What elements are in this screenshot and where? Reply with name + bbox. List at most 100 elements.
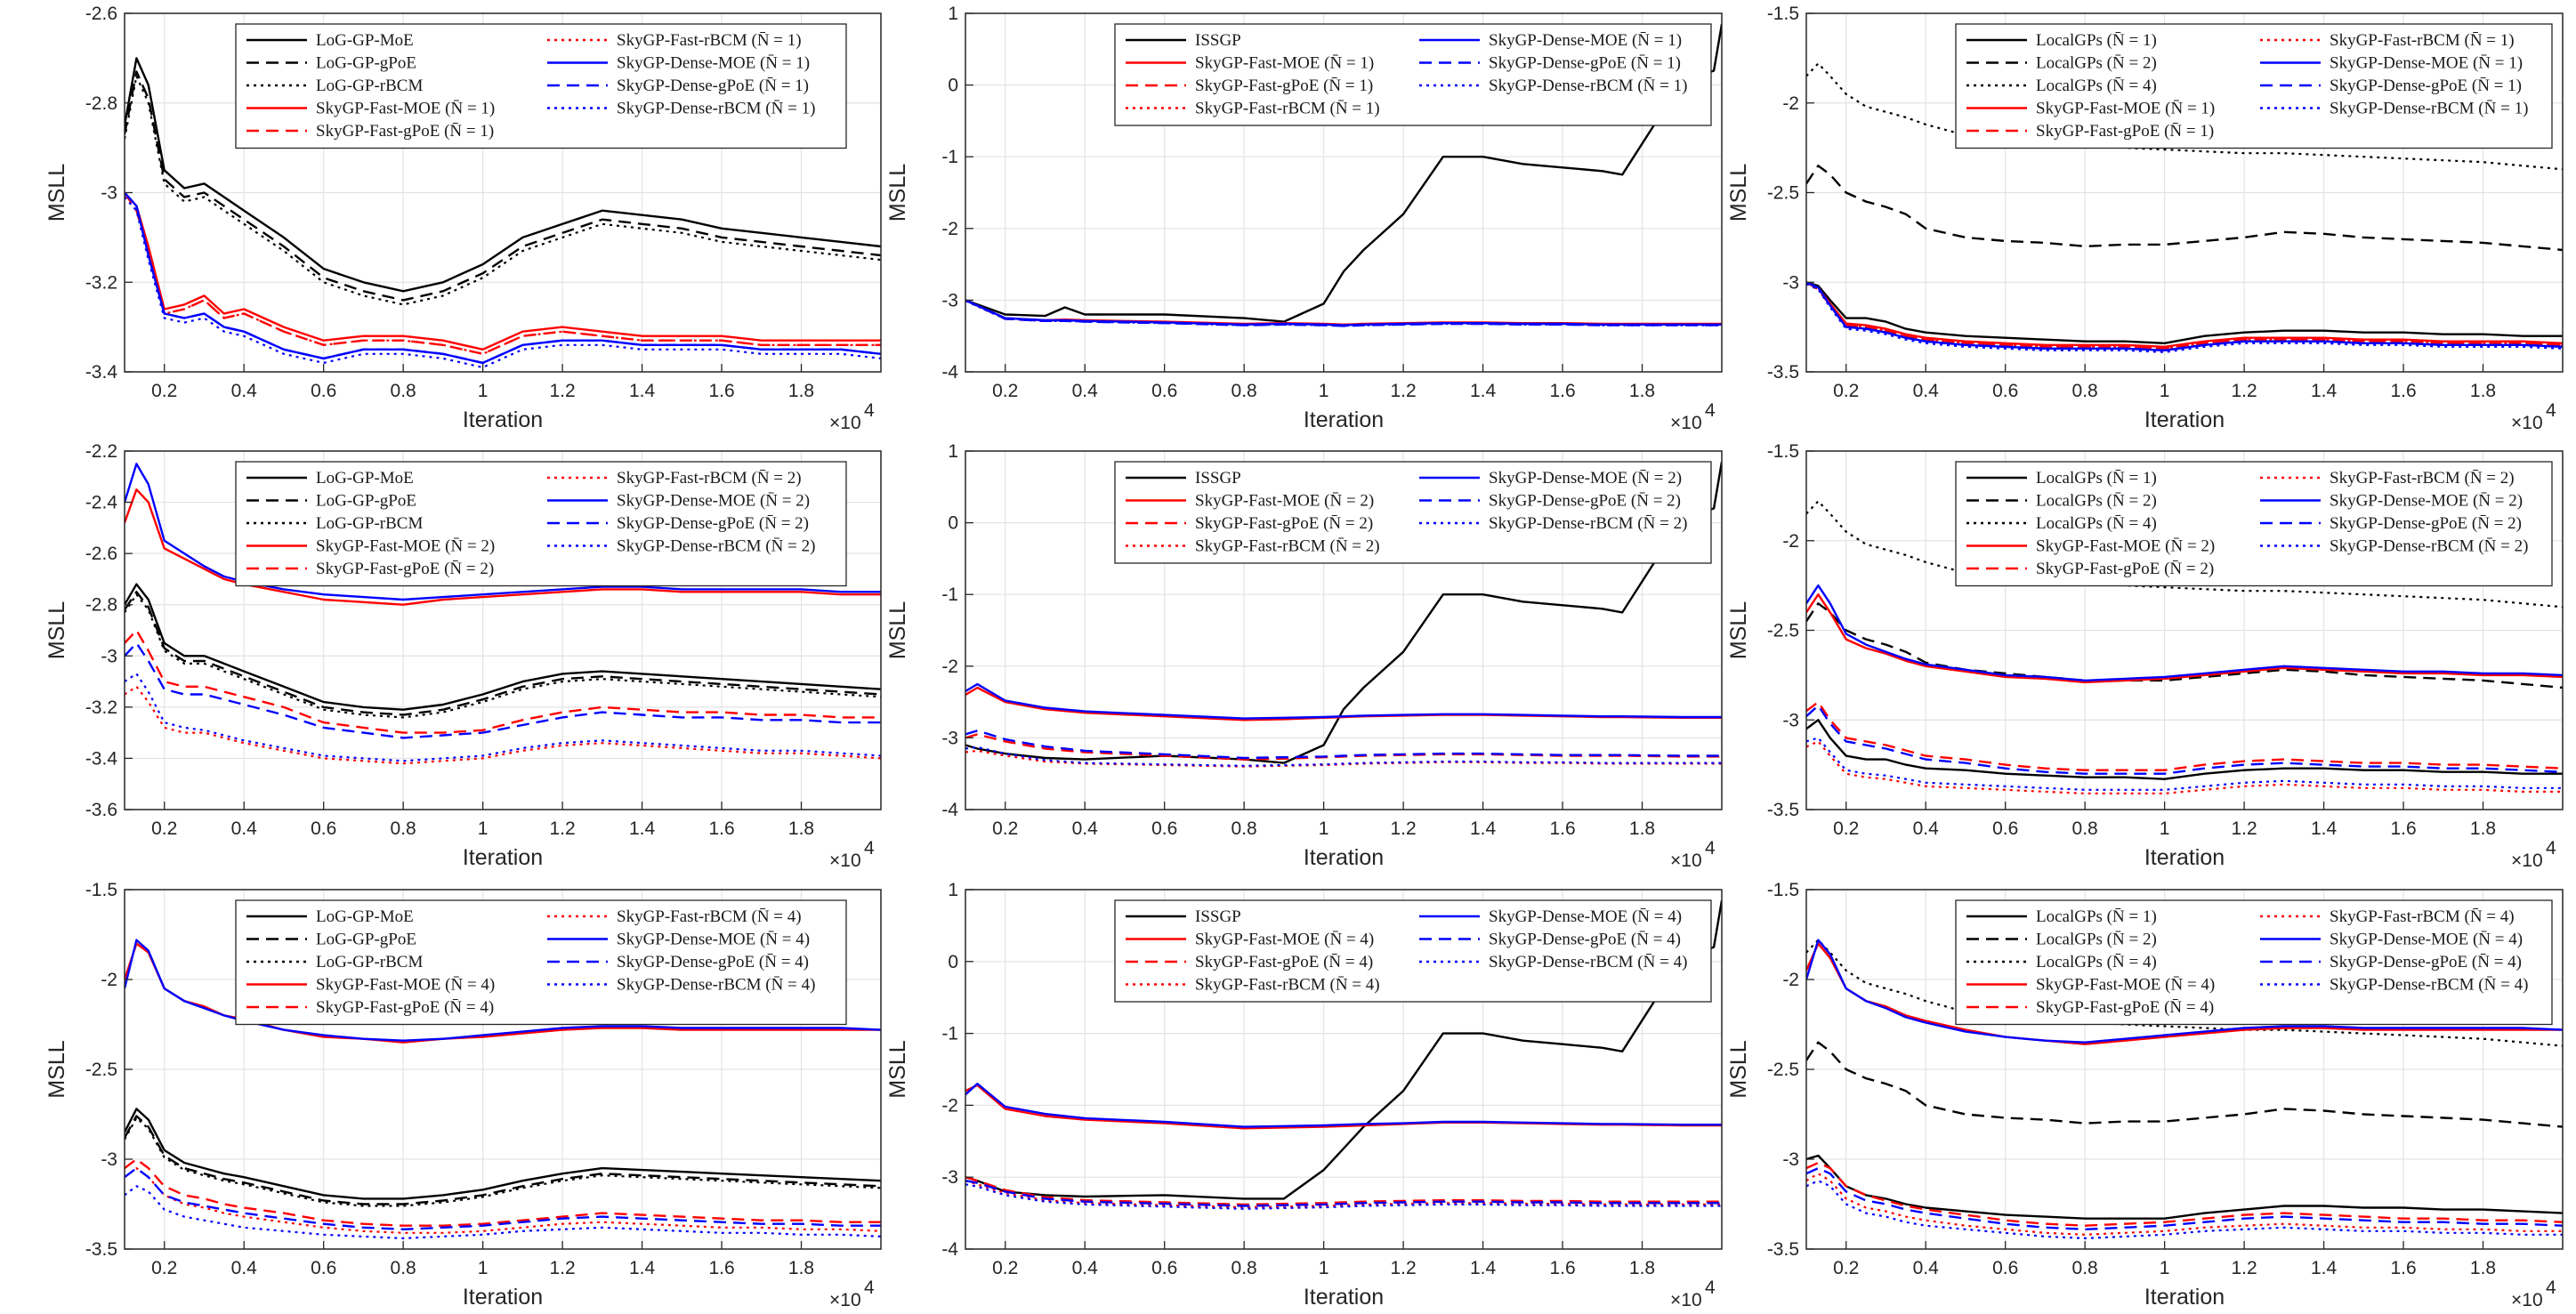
x-tick-label: 1.8 bbox=[1629, 381, 1655, 401]
series-line bbox=[1806, 1161, 2563, 1227]
series-line bbox=[1806, 1041, 2563, 1128]
series-line bbox=[125, 1115, 881, 1205]
x-exponent-label: ×10 bbox=[829, 413, 861, 433]
x-tick-label: 0.6 bbox=[311, 1258, 336, 1278]
x-tick-label: 0.8 bbox=[391, 381, 416, 401]
x-exponent-power: 4 bbox=[864, 1278, 875, 1298]
series-line bbox=[1806, 283, 2563, 353]
x-tick-label: 1.4 bbox=[1470, 818, 1497, 839]
y-tick-label: -2.2 bbox=[85, 441, 117, 462]
series-line bbox=[965, 1183, 1722, 1210]
legend-entry: SkyGP-Dense-rBCM (N̄ = 1) bbox=[617, 100, 815, 118]
legend-entry: SkyGP-Fast-gPoE (N̄ = 1) bbox=[316, 122, 494, 141]
subplot-r2c1: 0.2 0.4 0.6 0.8 1 1.2 1.4 1.6 1.8 -3.6 -3.4 -3.2 -3 -… bbox=[44, 441, 882, 871]
x-exponent-label: ×10 bbox=[1670, 1290, 1702, 1310]
x-axis-label: Iteration bbox=[2144, 407, 2225, 432]
x-tick-label: 1.8 bbox=[788, 1258, 814, 1278]
legend-entry: SkyGP-Dense-gPoE (N̄ = 1) bbox=[617, 77, 809, 95]
legend-entry: SkyGP-Fast-rBCM (N̄ = 1) bbox=[617, 31, 802, 50]
legend-entry: SkyGP-Fast-rBCM (N̄ = 1) bbox=[2330, 31, 2515, 50]
legend-entry: LoG-GP-MoE bbox=[316, 469, 414, 488]
axes-frame bbox=[124, 450, 882, 810]
x-tick-label: 0.6 bbox=[1151, 381, 1177, 401]
legend-entry: SkyGP-Dense-gPoE (N̄ = 2) bbox=[1489, 492, 1681, 511]
legend-entry: ISSGP bbox=[1195, 907, 1241, 926]
legend-entry: LoG-GP-gPoE bbox=[316, 54, 416, 73]
x-exponent-power: 4 bbox=[864, 838, 875, 859]
x-tick-label: 1.8 bbox=[1629, 818, 1655, 839]
legend-entry: SkyGP-Fast-gPoE (N̄ = 1) bbox=[2036, 122, 2214, 141]
x-tick-label: 0.6 bbox=[311, 818, 336, 839]
y-tick-label: -2.5 bbox=[1767, 183, 1799, 204]
legend-entry: SkyGP-Fast-rBCM (N̄ = 4) bbox=[2330, 907, 2515, 926]
y-tick-label: 0 bbox=[948, 952, 958, 972]
x-axis-label: Iteration bbox=[1304, 845, 1384, 870]
subplot-r1c1: 0.2 0.4 0.6 0.8 1 1.2 1.4 1.6 1.8 -3.4 -3.2 -3 -2.8 -… bbox=[44, 4, 882, 433]
y-tick-label: -3 bbox=[1782, 1149, 1799, 1170]
y-axis-label: MSLL bbox=[885, 164, 910, 222]
legend: ISSGP SkyGP-Fast-MOE (N̄ = 1) SkyGP-Fast-g… bbox=[1114, 23, 1712, 126]
series-line bbox=[125, 191, 881, 365]
x-tick-label: 1.2 bbox=[2232, 818, 2257, 839]
legend: LoG-GP-MoE LoG-GP-gPoE LoG-GP-rBCM SkyGP-Fa… bbox=[235, 23, 847, 149]
x-tick-label: 1 bbox=[1319, 381, 1329, 401]
y-tick-label: -4 bbox=[941, 362, 958, 383]
series-line bbox=[125, 488, 881, 606]
legend: LoG-GP-MoE LoG-GP-gPoE LoG-GP-rBCM SkyGP-Fa… bbox=[235, 899, 847, 1026]
subplot-r3c1: 0.2 0.4 0.6 0.8 1 1.2 1.4 1.6 1.8 -3.5 -3 -2.5 -2 -1.… bbox=[44, 880, 882, 1310]
x-tick-label: 1.4 bbox=[629, 381, 656, 401]
series-line bbox=[125, 1185, 881, 1240]
legend-entry: LoG-GP-rBCM bbox=[316, 514, 423, 533]
y-axis-label: MSLL bbox=[885, 1040, 910, 1098]
x-tick-label: 0.4 bbox=[1072, 1258, 1099, 1278]
series-line bbox=[125, 939, 881, 1042]
y-axis-label: MSLL bbox=[1726, 601, 1751, 659]
x-tick-label: 1.2 bbox=[1391, 381, 1417, 401]
series-line bbox=[965, 730, 1722, 760]
subplot-r2c2: 0.2 0.4 0.6 0.8 1 1.2 1.4 1.6 1.8 -4 -3 -2 -1 0 1 Itera… bbox=[885, 441, 1723, 871]
legend-entry: SkyGP-Dense-MOE (N̄ = 4) bbox=[617, 931, 810, 949]
legend-entry: LocalGPs (N̄ = 2) bbox=[2036, 931, 2157, 949]
y-tick-label: -3 bbox=[941, 290, 958, 310]
y-tick-label: -2 bbox=[1782, 93, 1799, 114]
series-line bbox=[1806, 1173, 2563, 1236]
legend-entry: SkyGP-Fast-gPoE (N̄ = 2) bbox=[1195, 514, 1373, 533]
legend-entry: LoG-GP-rBCM bbox=[316, 953, 423, 971]
x-tick-label: 1 bbox=[2160, 1258, 2170, 1278]
x-tick-label: 0.4 bbox=[1913, 818, 1940, 839]
legend-entry: SkyGP-Fast-MOE (N̄ = 1) bbox=[1195, 54, 1374, 73]
x-tick-label: 0.6 bbox=[1992, 1258, 2018, 1278]
legend-entry: SkyGP-Fast-rBCM (N̄ = 4) bbox=[617, 907, 802, 926]
x-tick-label: 1.8 bbox=[1629, 1258, 1655, 1278]
x-exponent-label: ×10 bbox=[829, 850, 861, 871]
legend-entry: SkyGP-Dense-gPoE (N̄ = 4) bbox=[2330, 953, 2522, 971]
series-line bbox=[125, 1166, 881, 1231]
x-tick-label: 0.8 bbox=[1231, 818, 1257, 839]
legend-entry: LocalGPs (N̄ = 1) bbox=[2036, 31, 2157, 50]
legend-box bbox=[235, 23, 847, 149]
series-line bbox=[1806, 737, 2563, 791]
series-line bbox=[1806, 281, 2563, 351]
series-line bbox=[125, 629, 881, 734]
x-tick-label: 1.2 bbox=[550, 818, 576, 839]
x-tick-label: 1.4 bbox=[629, 818, 656, 839]
legend-entry: SkyGP-Fast-gPoE (N̄ = 4) bbox=[1195, 953, 1373, 971]
legend-entry: SkyGP-Dense-MOE (N̄ = 1) bbox=[617, 54, 810, 73]
x-tick-label: 1 bbox=[1319, 818, 1329, 839]
legend-entry: LocalGPs (N̄ = 4) bbox=[2036, 514, 2157, 533]
y-tick-label: -2 bbox=[941, 219, 958, 239]
y-tick-label: -3 bbox=[941, 728, 958, 748]
x-exponent-label: ×10 bbox=[2511, 413, 2543, 433]
x-tick-label: 1.6 bbox=[2390, 818, 2416, 839]
series-line bbox=[1806, 593, 2563, 684]
legend-entry: SkyGP-Fast-gPoE (N̄ = 2) bbox=[316, 560, 494, 578]
series-line bbox=[965, 746, 1722, 767]
y-tick-label: -3.2 bbox=[85, 272, 117, 293]
legend: LocalGPs (N̄ = 1) LocalGPs (N̄ = 2) LocalG… bbox=[1955, 23, 2553, 149]
x-axis-label: Iteration bbox=[463, 845, 543, 870]
legend-entry: SkyGP-Dense-rBCM (N̄ = 4) bbox=[1489, 953, 1687, 971]
y-tick-label: -1 bbox=[941, 1024, 958, 1044]
x-tick-label: 1.6 bbox=[708, 381, 734, 401]
series-line bbox=[1806, 281, 2563, 348]
y-tick-label: -2 bbox=[1782, 531, 1799, 552]
